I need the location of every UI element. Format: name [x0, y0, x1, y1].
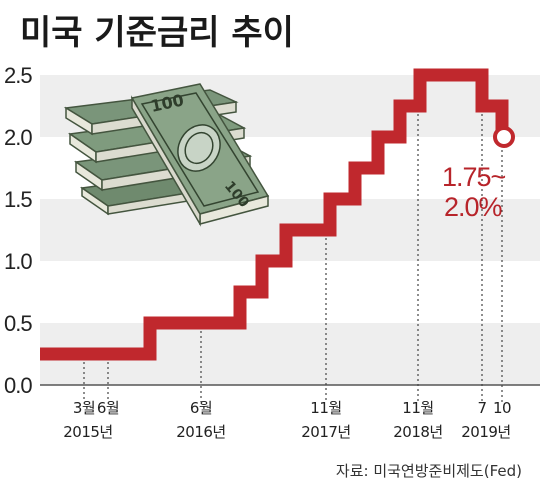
y-tick-label: 1.5	[4, 187, 32, 212]
x-month-label: 10	[493, 399, 511, 417]
y-tick-label: 1.0	[4, 249, 32, 274]
x-month-label: 6월	[190, 399, 212, 417]
source-note: 자료: 미국연방준비제도(Fed)	[336, 462, 522, 480]
x-month-label: 11월	[402, 399, 433, 417]
x-month-label: 6월	[97, 399, 119, 417]
x-month-label: 11월	[310, 399, 341, 417]
x-year-label: 2019년	[461, 423, 510, 441]
y-tick-label: 2.5	[4, 63, 32, 88]
y-axis-ticks: 0.0 0.5 1.0 1.5 2.0 2.5	[4, 63, 33, 398]
x-year-label: 2015년	[63, 423, 112, 441]
y-tick-label: 0.0	[4, 373, 32, 398]
grid-band	[40, 261, 540, 323]
annotation-percent: 2.0%	[444, 192, 503, 222]
x-year-label: 2016년	[176, 423, 225, 441]
y-tick-label: 0.5	[4, 311, 32, 336]
chart-title: 미국 기준금리 추이	[20, 13, 294, 53]
x-year-label: 2018년	[393, 423, 442, 441]
rate-series-line	[40, 68, 509, 361]
end-point-marker	[493, 126, 515, 148]
x-drop-lines	[83, 114, 503, 402]
money-stack-illustration: 100 100	[63, 83, 270, 227]
x-month-label: 3월	[73, 399, 95, 417]
x-month-label: 7	[477, 399, 486, 417]
y-tick-label: 2.0	[4, 125, 32, 150]
annotation-range: 1.75~	[442, 162, 506, 192]
x-year-label: 2017년	[301, 423, 350, 441]
